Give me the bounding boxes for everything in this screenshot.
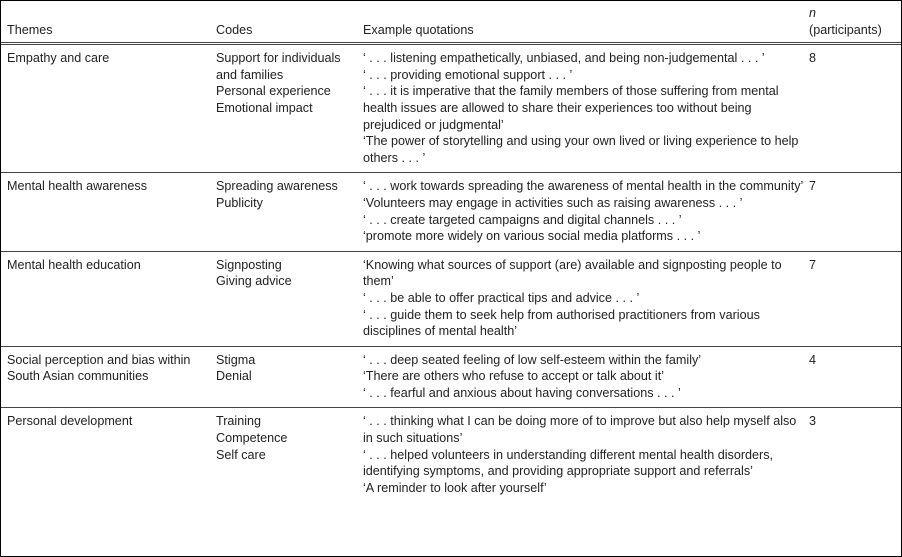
- quotation: ‘ . . . deep seated feeling of low self-…: [363, 352, 702, 367]
- codes-cell: Training Competence Self care: [216, 408, 363, 502]
- quotation: ‘The power of storytelling and using you…: [363, 134, 799, 165]
- code-item: Personal experience: [216, 84, 331, 99]
- code-item: Self care: [216, 447, 266, 462]
- code-item: Stigma: [216, 352, 256, 367]
- code-item: Signposting: [216, 257, 282, 272]
- header-codes: Codes: [216, 22, 253, 37]
- code-item: Spreading awareness: [216, 179, 338, 194]
- participants-count: 3: [809, 414, 817, 429]
- quotation: ‘ . . . it is imperative that the family…: [363, 84, 779, 132]
- code-item: Training: [216, 414, 262, 429]
- code-item: Giving advice: [216, 274, 292, 289]
- header-n-label: (participants): [809, 22, 882, 37]
- quotation: ‘ . . . work towards spreading the aware…: [363, 179, 804, 194]
- table-row: Social perception and bias within South …: [1, 346, 901, 408]
- quotations-cell: ‘ . . . deep seated feeling of low self-…: [363, 346, 807, 408]
- quotation: ‘ . . . providing emotional support . . …: [363, 67, 573, 82]
- participants-count: 8: [809, 51, 817, 66]
- quotation: ‘ . . . thinking what I can be doing mor…: [363, 414, 797, 446]
- code-item: Support for individuals and families: [216, 51, 341, 82]
- quotation: ‘ . . . create targeted campaigns and di…: [363, 212, 682, 227]
- theme-cell: Empathy and care: [7, 51, 110, 66]
- quotation: ‘ . . . fearful and anxious about having…: [363, 385, 681, 400]
- header-quotations: Example quotations: [363, 22, 474, 37]
- participants-count: 7: [809, 179, 817, 194]
- header-themes: Themes: [7, 22, 53, 37]
- quotation: ‘Volunteers may engage in activities suc…: [363, 195, 743, 210]
- code-item: Competence: [216, 431, 288, 446]
- theme-cell: Mental health education: [7, 257, 141, 272]
- table-row: Mental health education Signposting Giving…: [1, 251, 901, 347]
- quotation: ‘ . . . guide them to seek help from aut…: [363, 307, 760, 339]
- codes-cell: Stigma Denial: [216, 346, 363, 408]
- quotations-cell: ‘ . . . work towards spreading the aware…: [363, 173, 807, 251]
- participants-count: 4: [809, 352, 817, 367]
- table-row: Personal development Training Competence Se…: [1, 408, 901, 502]
- code-item: Emotional impact: [216, 100, 313, 115]
- codes-cell: Signposting Giving advice: [216, 251, 363, 346]
- quotation: ‘There are others who refuse to accept o…: [363, 369, 665, 384]
- theme-cell: Social perception and bias within South …: [7, 352, 191, 384]
- quotation: ‘A reminder to look after yourself’: [363, 480, 547, 495]
- quotation: ‘promote more widely on various social m…: [363, 229, 701, 244]
- quotations-cell: ‘ . . . thinking what I can be doing mor…: [363, 408, 807, 502]
- header-n: n (participants): [807, 5, 901, 44]
- table-row: Mental health awareness Spreading awarene…: [1, 173, 901, 252]
- quotation: ‘ . . . be able to offer practical tips …: [363, 290, 640, 305]
- theme-cell: Mental health awareness: [7, 179, 148, 194]
- quotations-cell: ‘ . . . listening empathetically, unbias…: [363, 44, 807, 173]
- code-item: Denial: [216, 369, 252, 384]
- header-row: Themes Codes Example quotations n (parti…: [1, 5, 901, 44]
- theme-cell: Personal development: [7, 414, 133, 429]
- code-item: Publicity: [216, 195, 263, 210]
- participants-count: 7: [809, 257, 817, 272]
- codes-cell: Support for individuals and families Pers…: [216, 44, 363, 173]
- quotation: ‘ . . . helped volunteers in understandi…: [363, 447, 774, 479]
- codes-cell: Spreading awareness Publicity: [216, 173, 363, 251]
- quotation: ‘Knowing what sources of support (are) a…: [363, 257, 782, 289]
- themes-table: Themes Codes Example quotations n (parti…: [1, 5, 901, 502]
- quotation: ‘ . . . listening empathetically, unbias…: [363, 51, 765, 66]
- table-row: Empathy and care Support for individuals …: [1, 44, 901, 173]
- quotations-cell: ‘Knowing what sources of support (are) a…: [363, 251, 807, 346]
- header-n-symbol: n: [809, 6, 817, 20]
